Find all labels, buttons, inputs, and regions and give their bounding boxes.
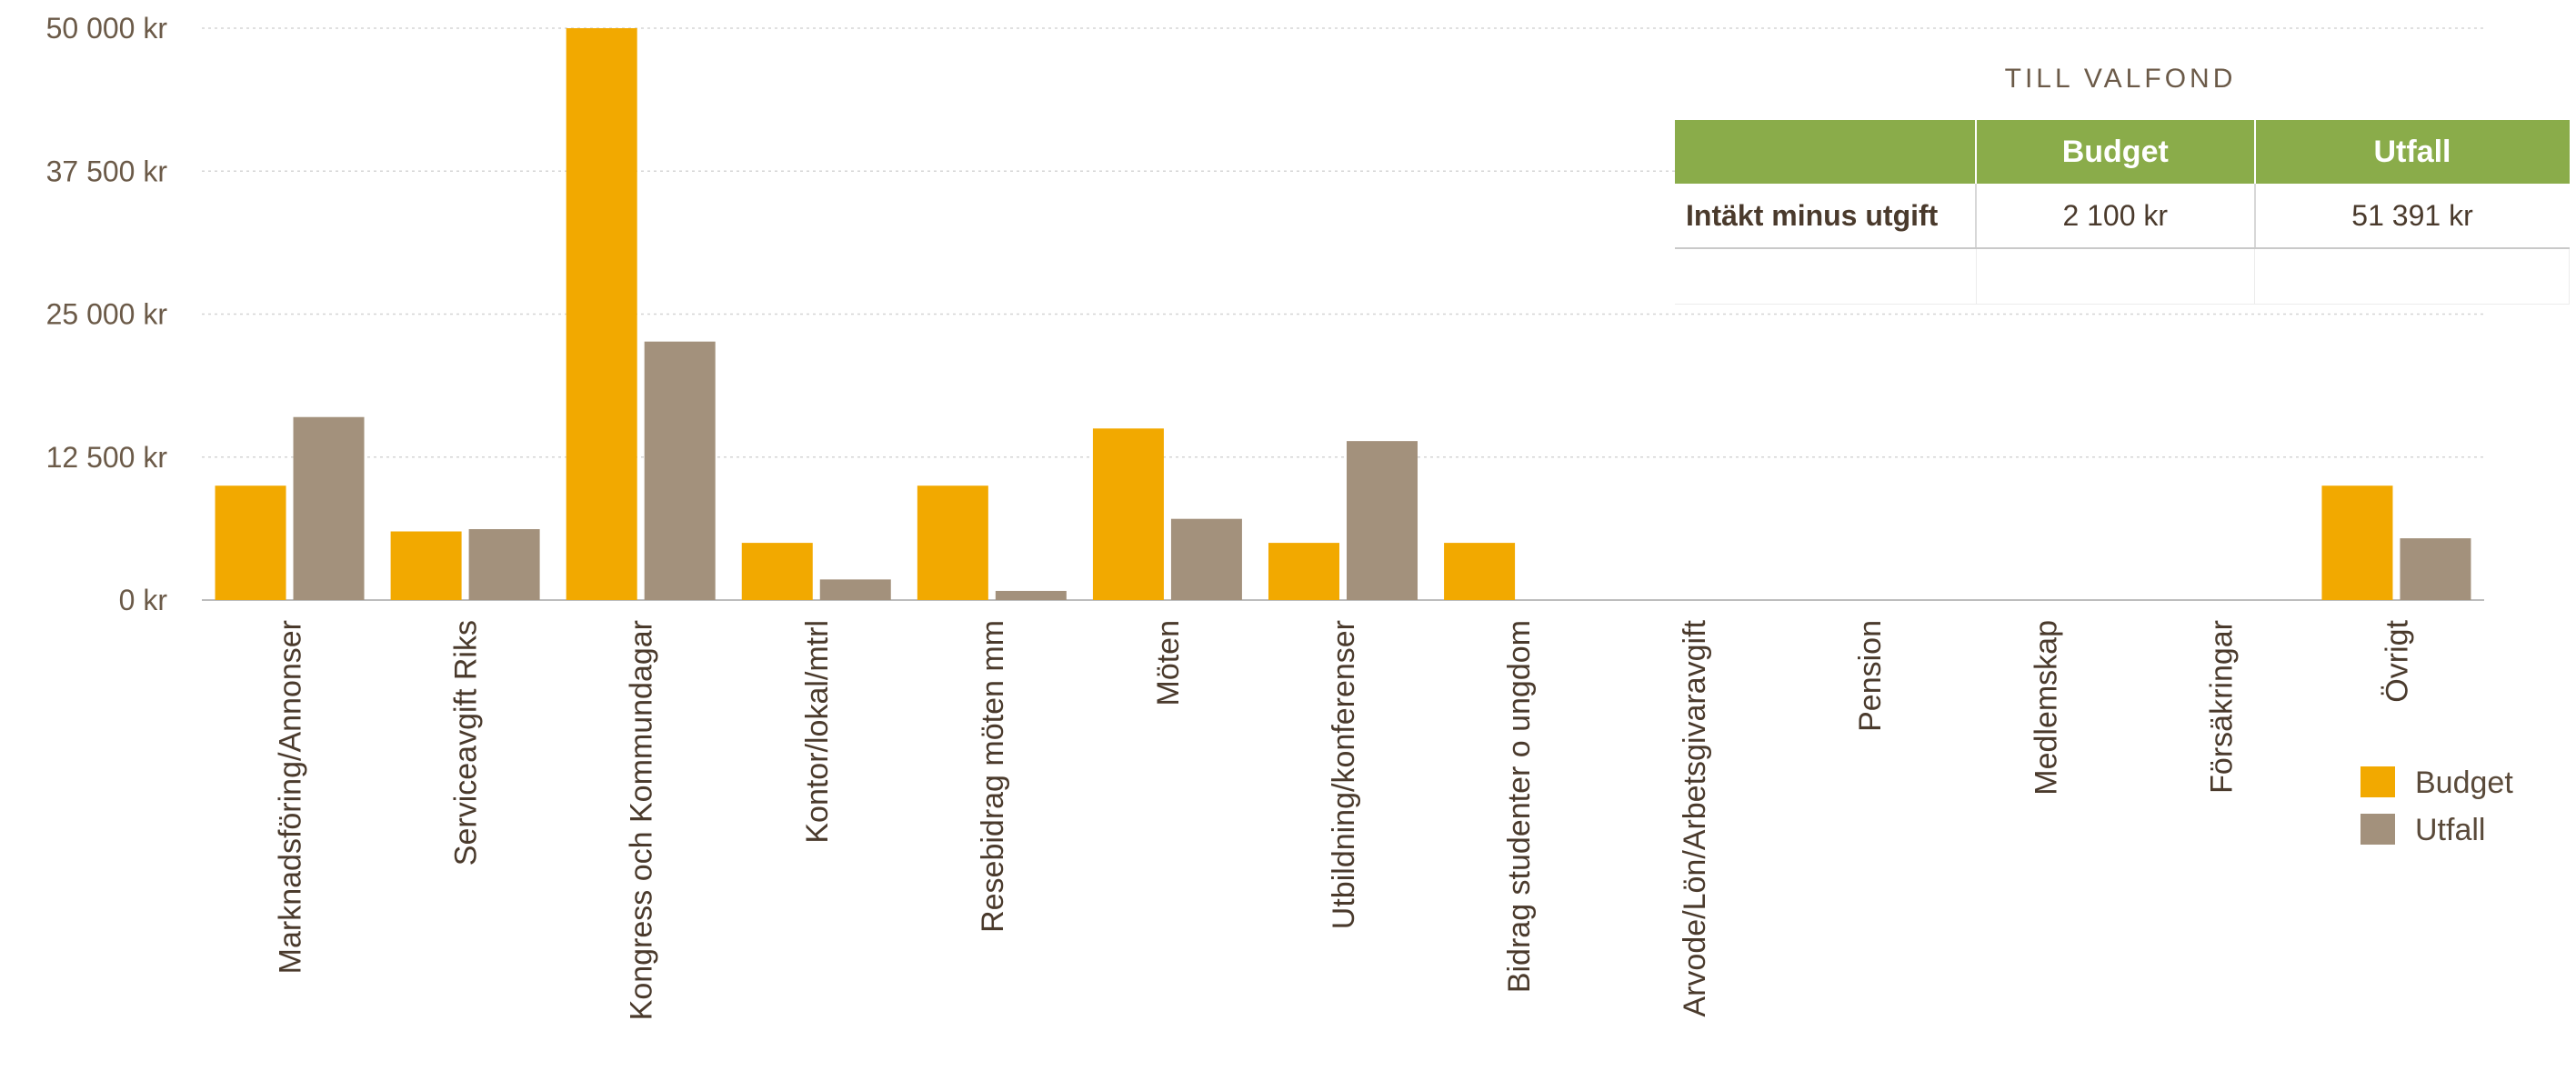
bar-budget-3 <box>741 543 813 600</box>
y-tick-label: 50 000 kr <box>46 12 168 45</box>
fund-table-header-budget: Budget <box>1976 120 2256 184</box>
fund-table-header-utfall: Utfall <box>2254 120 2570 184</box>
x-category-label: Bidrag studenter o ungdom <box>1502 620 1537 993</box>
bar-budget-6 <box>1268 543 1339 600</box>
fund-empty-cell <box>2254 248 2570 305</box>
fund-table-header-empty <box>1675 120 1977 184</box>
x-category-label: Pension <box>1853 620 1888 732</box>
x-axis-category-labels: Marknadsföring/Annonser Serviceavgift Rik… <box>274 619 2415 1020</box>
bar-utfall-3 <box>819 579 891 600</box>
y-axis-ticks: 0 kr 12 500 kr 25 000 kr 37 500 kr 50 000 kr <box>46 12 168 616</box>
fund-table-empty-row <box>1675 248 2570 305</box>
bar-budget-2 <box>566 28 637 600</box>
x-category-label: Utbildning/konferenser <box>1327 620 1361 929</box>
x-category-label: Kongress och Kommundagar <box>625 620 659 1020</box>
bar-budget-0 <box>215 485 286 600</box>
bar-budget-1 <box>390 531 462 600</box>
x-category-label: Försäkringar <box>2204 620 2239 794</box>
bar-budget-7 <box>1444 543 1516 600</box>
bar-utfall-2 <box>644 341 716 600</box>
legend: Budget Utfall <box>2360 766 2513 847</box>
fund-table-title: TILL VALFOND <box>2004 64 2237 94</box>
fund-budget-value: 2 100 kr <box>1976 184 2256 249</box>
fund-table-header-row: Budget Utfall <box>1675 120 2570 184</box>
fund-utfall-value: 51 391 kr <box>2254 184 2570 249</box>
x-category-label: Kontor/lokal/mtrl <box>800 620 835 844</box>
legend-label-1: Utfall <box>2415 813 2485 847</box>
grid-lines <box>202 27 2484 601</box>
fund-empty-cell <box>1976 248 2256 305</box>
fund-row-label: Intäkt minus utgift <box>1675 184 1977 249</box>
legend-swatch-1 <box>2360 814 2395 845</box>
x-category-label: Marknadsföring/Annonser <box>274 620 308 974</box>
y-tick-label: 37 500 kr <box>46 155 168 187</box>
x-category-label: Resebidrag möten mm <box>976 620 1010 933</box>
bar-utfall-5 <box>1170 518 1242 600</box>
bar-budget-12 <box>2321 485 2393 600</box>
fund-table-row: Intäkt minus utgift 2 100 kr 51 391 kr <box>1675 184 2570 249</box>
x-category-label: Övrigt <box>2380 619 2414 702</box>
x-category-label: Medlemskap <box>2029 620 2063 796</box>
x-category-label: Serviceavgift Riks <box>449 620 484 866</box>
bar-utfall-12 <box>2400 538 2471 600</box>
bar-utfall-1 <box>468 529 540 600</box>
y-tick-label: 0 kr <box>119 584 168 616</box>
legend-swatch-0 <box>2360 766 2395 797</box>
y-tick-label: 25 000 kr <box>46 298 168 331</box>
fund-summary-table: Budget Utfall Intäkt minus utgift 2 100 … <box>1675 120 2570 305</box>
bars <box>215 28 2471 600</box>
bar-utfall-0 <box>293 416 365 600</box>
bar-utfall-4 <box>995 590 1067 600</box>
legend-label-0: Budget <box>2415 766 2513 800</box>
x-category-label: Möten <box>1151 620 1186 706</box>
x-category-label: Arvode/Lön/Arbetsgivaravgift <box>1678 619 1712 1016</box>
y-tick-label: 12 500 kr <box>46 441 168 474</box>
bar-budget-5 <box>1092 428 1164 600</box>
bar-utfall-6 <box>1347 441 1418 600</box>
fund-empty-cell <box>1675 248 1977 305</box>
bar-budget-4 <box>917 485 988 600</box>
